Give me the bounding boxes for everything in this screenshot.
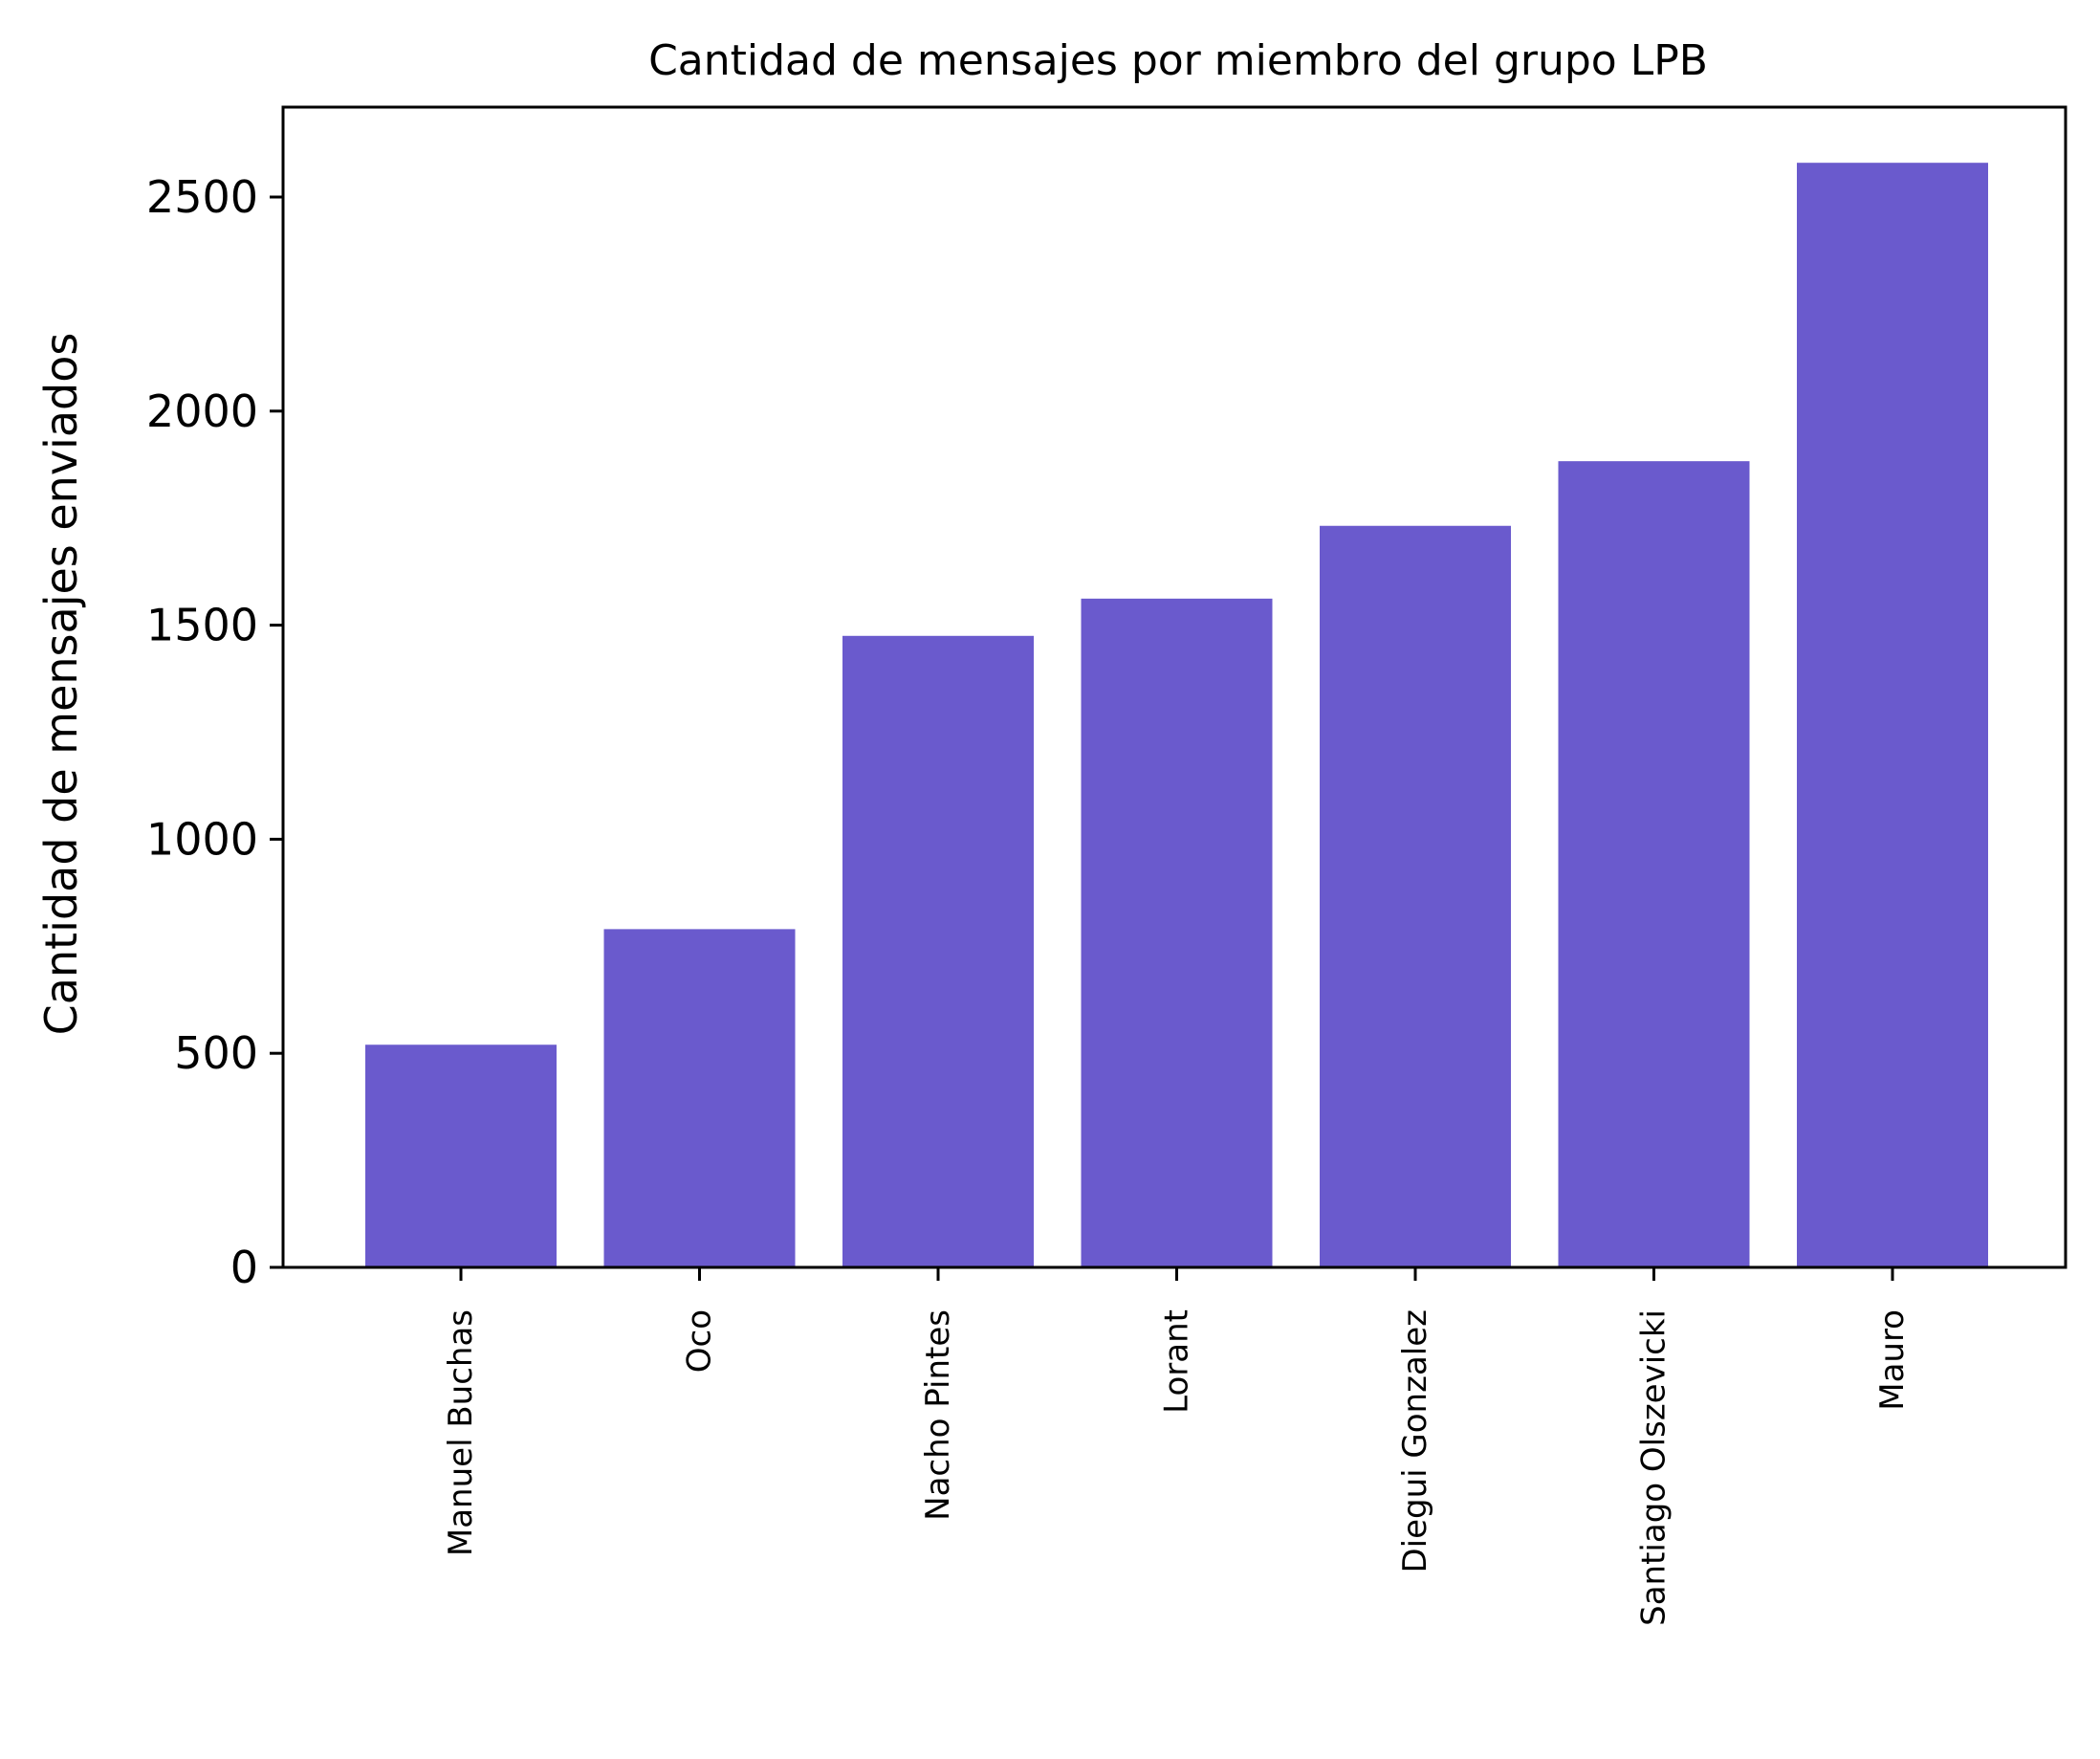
y-tick-label: 1000 xyxy=(146,813,258,865)
x-tick-label: Mauro xyxy=(1873,1309,1912,1411)
y-tick-label: 500 xyxy=(174,1027,258,1079)
bar-1 xyxy=(603,929,796,1267)
bar-5 xyxy=(1558,461,1750,1268)
y-tick-label: 2500 xyxy=(146,171,258,223)
bars-layer xyxy=(365,163,1988,1268)
x-tick-label: Santiago Olszevicki xyxy=(1635,1309,1673,1626)
y-tick-label: 0 xyxy=(230,1242,258,1293)
bar-4 xyxy=(1320,525,1511,1267)
bar-0 xyxy=(365,1044,557,1267)
bar-6 xyxy=(1797,163,1988,1267)
x-axis: Manuel Buchas Oco Nacho Pintes Lorant Diegui… xyxy=(442,1267,1912,1626)
x-tick-label: Lorant xyxy=(1158,1309,1196,1414)
y-axis: 0 500 1000 1500 2000 2500 xyxy=(146,171,283,1293)
x-tick-label: Manuel Buchas xyxy=(442,1309,480,1556)
x-tick-label: Nacho Pintes xyxy=(919,1309,957,1521)
y-tick-label: 1500 xyxy=(146,600,258,651)
x-tick-label: Oco xyxy=(681,1309,719,1373)
y-axis-label: Cantidad de mensajes enviados xyxy=(35,333,87,1036)
y-tick-label: 2000 xyxy=(146,385,258,437)
plot-frame xyxy=(281,105,2067,1269)
x-tick-label: Diegui Gonzalez xyxy=(1396,1309,1434,1573)
chart-title: Cantidad de mensajes por miembro del gru… xyxy=(648,36,1708,85)
bar-3 xyxy=(1081,598,1273,1267)
bar-2 xyxy=(842,635,1034,1267)
